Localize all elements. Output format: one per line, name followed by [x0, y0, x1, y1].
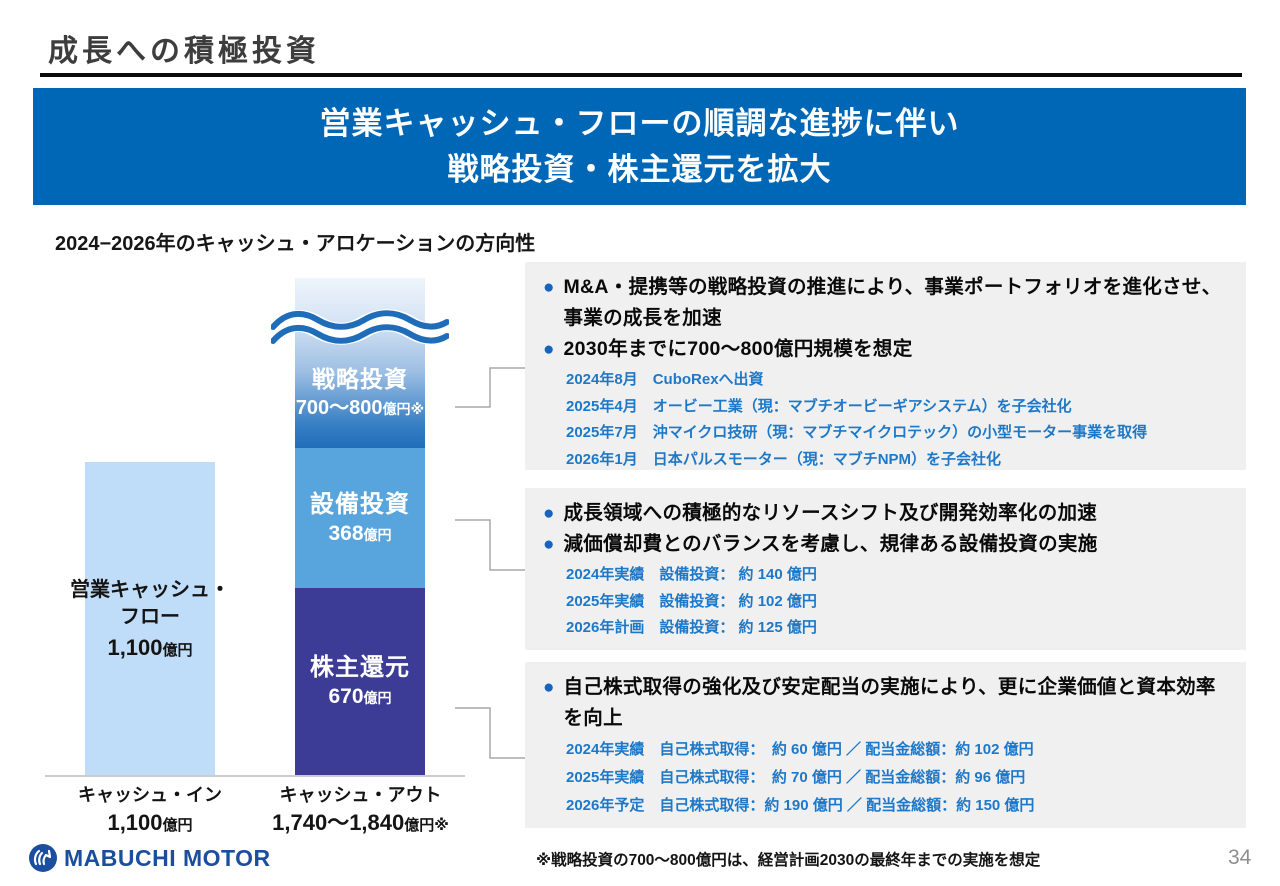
bullet-dot-icon: ●	[543, 503, 555, 524]
segment-shareholder-name: 株主還元	[310, 654, 410, 681]
segment-strategic-name: 戦略投資	[312, 366, 408, 392]
cash-in-bar-label-line2: フロー	[120, 605, 180, 628]
annotation-box-strategic: ● M&A・提携等の戦略投資の推進により、事業ポートフォリオを進化させ、事業の成…	[525, 262, 1246, 470]
annotation-box-shareholder: ● 自己株式取得の強化及び安定配当の実施により、更に企業価値と資本効率を向上 2…	[525, 662, 1246, 828]
bar-break-wave-icon	[271, 309, 449, 345]
chart-baseline	[45, 775, 465, 777]
section-subtitle: 2024−2026年のキャッシュ・アロケーションの方向性	[55, 233, 536, 255]
bullet-dot-icon: ●	[543, 677, 555, 698]
detail-line: 2025年4月 オービー工業（現：マブチオービーギアシステム）を子会社化	[566, 397, 1072, 415]
banner-line-1: 営業キャッシュ・フローの順調な進捗に伴い	[319, 105, 960, 141]
company-logo-text: MABUCHI MOTOR	[64, 844, 271, 871]
cash-out-total: 1,740〜1,840億円※	[272, 810, 449, 835]
segment-capex-name: 設備投資	[310, 490, 410, 518]
detail-line: 2024年8月 CuboRexへ出資	[566, 371, 764, 388]
page-title: 成長への積極投資	[48, 35, 320, 68]
cash-in-bar-amount: 1,100億円	[107, 634, 193, 660]
segment-strategic-investment: 戦略投資 700〜800億円※	[295, 278, 425, 448]
cash-in-bar: 営業キャッシュ・ フロー 1,100億円	[70, 462, 230, 775]
bullet-dot-icon: ●	[543, 339, 555, 360]
bullet-dot-icon: ●	[543, 534, 555, 555]
detail-line: 2025年実績 設備投資： 約 102 億円	[566, 592, 817, 610]
bullet-item: ● 成長領域への積極的なリソースシフト及び開発効率化の加速	[539, 498, 1234, 529]
bullet-dot-icon: ●	[543, 277, 555, 298]
mabuchi-logo-icon	[29, 844, 57, 872]
segment-capex: 設備投資 368億円	[295, 448, 425, 588]
banner-line-2: 戦略投資・株主還元を拡大	[447, 151, 832, 187]
segment-shareholder-return: 株主還元 670億円	[295, 588, 425, 775]
axis-label-cash-in: キャッシュ・イン 1,100億円	[55, 783, 245, 841]
detail-line: 2025年実績 自己株式取得： 約 70 億円 ／ 配当金総額：約 96 億円	[566, 769, 1026, 786]
cash-in-bar-unit: 億円	[162, 641, 193, 659]
segment-shareholder-amount: 670億円	[328, 685, 392, 708]
detail-list: 2024年実績 設備投資： 約 140 億円 2025年実績 設備投資： 約 1…	[566, 562, 1234, 642]
segment-strategic-amount: 700〜800億円※	[295, 397, 425, 419]
cash-in-total: 1,100億円	[107, 810, 193, 835]
detail-list: 2024年実績 自己株式取得： 約 60 億円 ／ 配当金総額：約 102 億円…	[566, 736, 1234, 820]
page-number: 34	[1228, 846, 1252, 869]
detail-line: 2024年実績 自己株式取得： 約 60 億円 ／ 配当金総額：約 102 億円	[566, 741, 1034, 758]
bullet-item: ● 自己株式取得の強化及び安定配当の実施により、更に企業価値と資本効率を向上	[539, 672, 1234, 734]
segment-capex-amount: 368億円	[328, 521, 392, 545]
annotation-box-capex: ● 成長領域への積極的なリソースシフト及び開発効率化の加速 ● 減価償却費とのバ…	[525, 488, 1246, 650]
detail-line: 2026年計画 設備投資： 約 125 億円	[566, 619, 817, 636]
title-underline	[40, 73, 1242, 77]
bullet-item: ● 2030年までに700〜800億円規模を想定	[539, 334, 1234, 365]
axis-label-cash-out: キャッシュ・アウト 1,740〜1,840億円※	[248, 783, 473, 841]
bullet-item: ● M&A・提携等の戦略投資の推進により、事業ポートフォリオを進化させ、事業の成…	[539, 272, 1234, 334]
cash-in-bar-label-line1: 営業キャッシュ・	[70, 578, 230, 601]
cash-out-category: キャッシュ・アウト	[279, 785, 442, 805]
headline-banner: 営業キャッシュ・フローの順調な進捗に伴い 戦略投資・株主還元を拡大	[33, 88, 1246, 205]
detail-line: 2026年予定 自己株式取得：約 190 億円 ／ 配当金総額：約 150 億円	[566, 797, 1035, 814]
detail-list: 2024年8月 CuboRexへ出資 2025年4月 オービー工業（現：マブチオ…	[566, 367, 1234, 473]
detail-line: 2025年7月 沖マイクロ技研（現：マブチマイクロテック）の小型モーター事業を取…	[566, 424, 1148, 441]
cash-in-category: キャッシュ・イン	[78, 785, 222, 805]
detail-line: 2026年1月 日本パルスモーター（現：マブチNPM）を子会社化	[566, 450, 1002, 468]
detail-line: 2024年実績 設備投資： 約 140 億円	[566, 566, 817, 583]
company-logo: MABUCHI MOTOR	[28, 843, 271, 873]
bullet-item: ● 減価償却費とのバランスを考慮し、規律ある設備投資の実施	[539, 529, 1234, 560]
footnote: ※戦略投資の700〜800億円は、経営計画2030の最終年までの実施を想定	[536, 852, 1041, 869]
